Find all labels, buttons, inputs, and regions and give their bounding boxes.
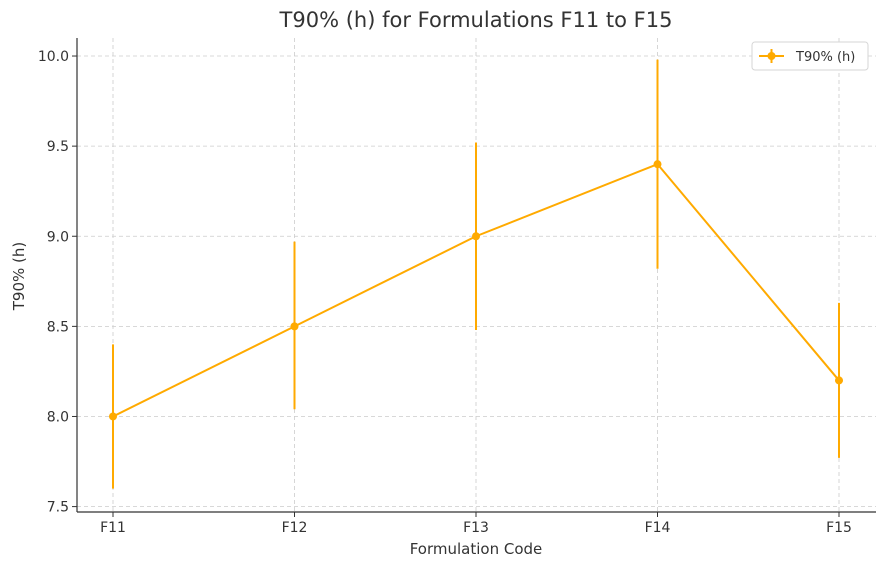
- x-tick-label: F12: [282, 520, 308, 536]
- data-point: [835, 376, 843, 385]
- y-tick-label: 9.5: [47, 139, 69, 155]
- tick-labels: 7.5 8.0 8.5 9.0 9.5 10.0 F11 F12 F13 F14 F15: [38, 49, 852, 536]
- legend-point-marker: [767, 52, 776, 60]
- data-point: [472, 232, 480, 241]
- x-tick-label: F15: [826, 520, 852, 536]
- legend-box: [751, 41, 869, 71]
- x-tick-label: F11: [100, 520, 126, 536]
- y-tick-label: 9.0: [47, 229, 69, 245]
- legend-label: T90% (h): [795, 50, 855, 65]
- y-tick-label: 10.0: [38, 49, 69, 65]
- data-point: [290, 322, 299, 331]
- data-points: [109, 160, 843, 421]
- x-tick-label: F14: [645, 520, 671, 536]
- x-axis-label: Formulation Code: [410, 540, 543, 558]
- y-axis-label: T90% (h): [10, 242, 28, 311]
- data-point: [109, 412, 117, 421]
- y-tick-label: 7.5: [47, 500, 69, 516]
- y-tick-label: 8.0: [47, 409, 69, 425]
- axes: [72, 38, 876, 517]
- data-point: [653, 160, 662, 169]
- x-tick-label: F13: [463, 520, 489, 536]
- chart-title: T90% (h) for Formulations F11 to F15: [279, 8, 673, 32]
- y-tick-label: 8.5: [47, 319, 69, 335]
- legend: T90% (h): [751, 41, 869, 71]
